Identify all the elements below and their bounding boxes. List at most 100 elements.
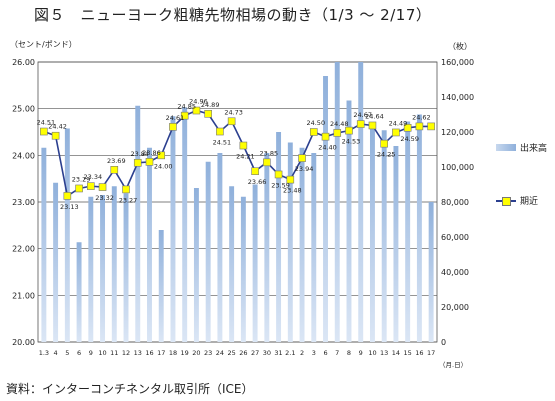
- volume-bar: [276, 132, 282, 342]
- futures-data-label: 24.40: [318, 144, 337, 152]
- legend-futures: 期近: [496, 194, 538, 207]
- y-left-tick-label: 20.00: [12, 338, 35, 347]
- volume-bar: [88, 196, 94, 342]
- volume-bar: [147, 147, 152, 342]
- source-note: 資料：インターコンチネンタル取引所（ICE）: [6, 382, 254, 396]
- futures-data-label: 24.00: [154, 162, 173, 170]
- futures-data-label: 24.67: [353, 111, 372, 119]
- futures-marker: [87, 182, 95, 190]
- futures-data-label: 23.66: [248, 178, 267, 186]
- futures-marker: [368, 121, 377, 130]
- futures-marker: [145, 158, 154, 166]
- x-tick-label: 13: [380, 349, 388, 357]
- x-tick-label: 17: [157, 349, 165, 357]
- x-tick-label: 30: [263, 349, 271, 357]
- x-tick-label: 18: [169, 349, 177, 357]
- volume-bar: [41, 147, 47, 342]
- futures-marker: [251, 167, 259, 175]
- futures-marker: [169, 123, 177, 131]
- right-axis-unit: （枚）: [448, 42, 472, 51]
- x-tick-label: 6: [77, 349, 81, 357]
- futures-data-label: 23.59: [271, 181, 290, 189]
- futures-marker: [133, 159, 142, 167]
- volume-bar: [217, 153, 223, 342]
- volume-bar: [229, 186, 235, 342]
- legend-volume-swatch: [496, 144, 516, 151]
- x-tick-label: 9: [89, 349, 93, 357]
- x-tick-label: 3: [312, 349, 316, 357]
- x-tick-label: 26: [239, 349, 247, 357]
- volume-bar: [193, 188, 199, 342]
- volume-bar: [135, 105, 141, 342]
- y-right-tick-label: 20,000: [441, 303, 469, 312]
- legend-futures-label: 期近: [520, 197, 539, 207]
- volume-bar: [369, 123, 375, 342]
- futures-data-label: 24.89: [201, 101, 220, 109]
- volume-bar: [346, 100, 352, 342]
- left-axis-unit: （セント/ポンド）: [10, 40, 77, 49]
- y-right-tick-label: 100,000: [441, 163, 474, 172]
- futures-marker: [192, 106, 201, 115]
- futures-data-label: 24.25: [377, 151, 396, 159]
- futures-marker: [227, 117, 236, 126]
- futures-marker: [204, 110, 212, 118]
- volume-bar: [264, 153, 270, 342]
- futures-data-label: 24.59: [400, 135, 419, 143]
- x-tick-label: 20: [192, 349, 200, 357]
- futures-marker: [309, 128, 318, 136]
- volume-bar: [428, 202, 434, 342]
- x-tick-label: 14: [392, 349, 400, 357]
- futures-marker: [75, 184, 83, 193]
- x-tick-label: 24: [216, 349, 224, 357]
- x-tick-label: 4: [54, 349, 58, 357]
- x-axis-unit: （月.日）: [439, 361, 467, 369]
- futures-marker: [427, 122, 435, 131]
- futures-marker: [122, 185, 130, 194]
- futures-marker: [40, 127, 48, 136]
- y-left-tick-label: 24.00: [12, 151, 35, 160]
- futures-data-label: 24.51: [213, 139, 232, 147]
- x-tick-label: 10: [98, 349, 106, 357]
- volume-bar: [405, 121, 411, 342]
- futures-marker: [345, 126, 353, 135]
- futures-marker: [63, 192, 72, 200]
- volume-bar: [287, 142, 293, 342]
- futures-data-label: 24.21: [236, 153, 255, 161]
- futures-data-label: 23.94: [295, 165, 314, 173]
- x-tick-label: 7: [335, 349, 339, 357]
- futures-data-label: 24.51: [37, 119, 56, 127]
- futures-marker: [180, 111, 189, 120]
- futures-marker: [216, 127, 224, 136]
- futures-marker: [403, 124, 412, 132]
- futures-data-label: 24.73: [224, 108, 243, 116]
- y-left-tick-label: 23.00: [12, 198, 35, 207]
- futures-data-label: 23.69: [107, 157, 126, 165]
- x-tick-label: 2: [300, 349, 304, 357]
- x-tick-label: 31: [274, 349, 282, 357]
- volume-bar: [299, 147, 305, 342]
- futures-data-label: 23.34: [84, 173, 103, 181]
- futures-marker: [415, 122, 424, 131]
- futures-data-label: 24.49: [389, 119, 408, 127]
- x-tick-label: 12: [122, 349, 130, 357]
- x-tick-label: 17: [427, 349, 435, 357]
- x-tick-label: 16: [145, 349, 153, 357]
- y-left-tick-label: 21.00: [12, 291, 35, 300]
- futures-marker: [51, 131, 60, 140]
- volume-bar: [123, 193, 129, 342]
- x-tick-label: 19: [181, 349, 189, 357]
- volume-bar: [205, 161, 211, 342]
- futures-data-label: 23.85: [260, 149, 279, 157]
- x-tick-label: 27: [251, 349, 259, 357]
- futures-data-label: 24.64: [365, 112, 384, 120]
- y-right-tick-label: 60,000: [441, 233, 469, 242]
- volume-bar: [416, 114, 422, 342]
- futures-marker: [356, 120, 365, 128]
- futures-data-label: 24.48: [330, 120, 349, 128]
- y-left-tick-label: 22.00: [12, 245, 35, 254]
- volume-bar: [311, 153, 317, 342]
- x-tick-label: 23: [204, 349, 212, 357]
- legend-volume: 出来高: [496, 141, 547, 154]
- y-right-tick-label: 40,000: [441, 268, 469, 277]
